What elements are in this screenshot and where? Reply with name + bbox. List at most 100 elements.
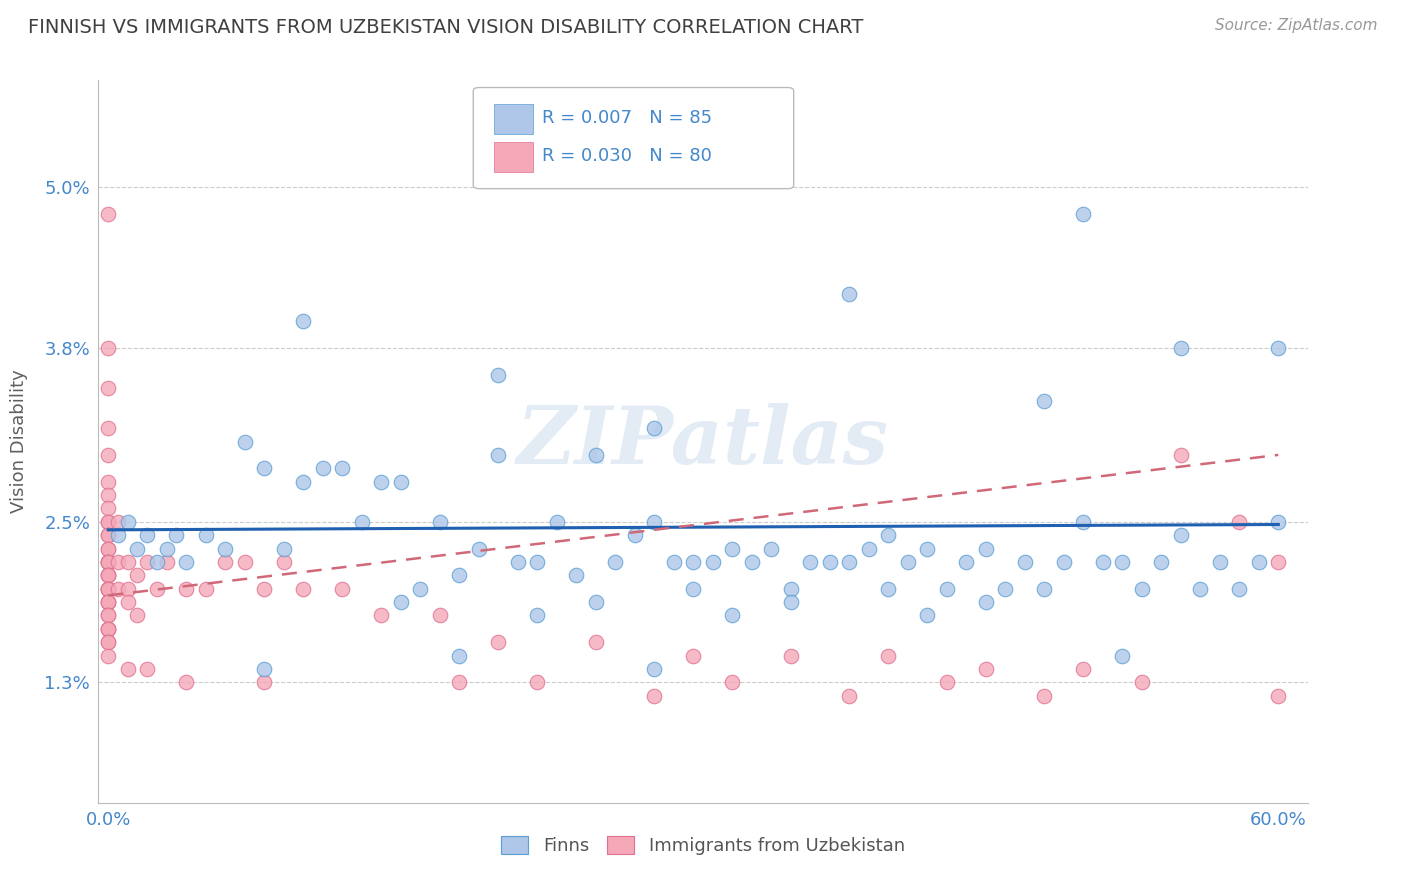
Point	[389, 595, 412, 609]
Point	[117, 595, 139, 609]
Point	[526, 555, 548, 569]
Point	[97, 528, 120, 542]
Point	[449, 675, 471, 690]
Point	[97, 555, 120, 569]
Point	[955, 555, 977, 569]
Point	[97, 448, 120, 462]
Point	[1150, 555, 1173, 569]
Point	[565, 568, 588, 582]
Point	[818, 555, 841, 569]
Point	[370, 608, 392, 623]
Point	[974, 541, 997, 556]
Point	[97, 648, 120, 663]
Point	[1170, 448, 1192, 462]
Point	[97, 635, 120, 649]
Point	[721, 608, 744, 623]
Point	[994, 582, 1017, 596]
Point	[97, 568, 120, 582]
Point	[1130, 675, 1153, 690]
Point	[292, 475, 315, 489]
Point	[605, 555, 627, 569]
Point	[526, 675, 548, 690]
Point	[389, 475, 412, 489]
Point	[1033, 582, 1056, 596]
Point	[643, 421, 665, 435]
Point	[107, 582, 129, 596]
Point	[97, 595, 120, 609]
Point	[214, 541, 236, 556]
Point	[1170, 528, 1192, 542]
Y-axis label: Vision Disability: Vision Disability	[10, 369, 28, 514]
Point	[974, 662, 997, 676]
Point	[194, 582, 217, 596]
Point	[136, 528, 159, 542]
Point	[662, 555, 685, 569]
Point	[97, 207, 120, 221]
Legend: Finns, Immigrants from Uzbekistan: Finns, Immigrants from Uzbekistan	[494, 829, 912, 863]
Point	[97, 541, 120, 556]
Point	[838, 287, 860, 301]
Point	[127, 568, 149, 582]
Point	[974, 595, 997, 609]
Point	[682, 648, 704, 663]
Point	[1111, 648, 1133, 663]
Point	[838, 689, 860, 703]
Point	[1130, 582, 1153, 596]
Point	[253, 461, 276, 475]
Point	[97, 622, 120, 636]
Point	[429, 608, 451, 623]
Point	[1053, 555, 1076, 569]
Point	[174, 675, 197, 690]
Point	[97, 582, 120, 596]
Point	[1111, 555, 1133, 569]
Point	[449, 648, 471, 663]
Point	[877, 528, 900, 542]
Point	[506, 555, 529, 569]
Point	[127, 541, 149, 556]
Point	[838, 555, 860, 569]
Point	[273, 541, 295, 556]
Bar	[494, 142, 533, 172]
Point	[97, 555, 120, 569]
Point	[156, 555, 179, 569]
Point	[449, 568, 471, 582]
Point	[97, 582, 120, 596]
Point	[1267, 689, 1289, 703]
Point	[779, 582, 801, 596]
Point	[136, 662, 159, 676]
Point	[585, 635, 607, 649]
Point	[97, 582, 120, 596]
Point	[585, 595, 607, 609]
Point	[682, 582, 704, 596]
Point	[1014, 555, 1036, 569]
Point	[721, 541, 744, 556]
Point	[174, 555, 197, 569]
Point	[1033, 394, 1056, 409]
Text: ZIPatlas: ZIPatlas	[517, 403, 889, 480]
Point	[97, 595, 120, 609]
Point	[526, 608, 548, 623]
Point	[429, 515, 451, 529]
Point	[1227, 515, 1250, 529]
Point	[97, 515, 120, 529]
Point	[1189, 582, 1212, 596]
Point	[97, 501, 120, 516]
Point	[486, 635, 509, 649]
Point	[761, 541, 783, 556]
Point	[97, 608, 120, 623]
Point	[97, 475, 120, 489]
Point	[546, 515, 568, 529]
Point	[1247, 555, 1270, 569]
Point	[174, 582, 197, 596]
Point	[330, 461, 353, 475]
Point	[214, 555, 236, 569]
Point	[97, 488, 120, 502]
Point	[97, 582, 120, 596]
Point	[467, 541, 489, 556]
FancyBboxPatch shape	[474, 87, 793, 189]
Point	[97, 622, 120, 636]
Point	[370, 475, 392, 489]
Point	[350, 515, 373, 529]
Point	[1033, 689, 1056, 703]
Text: R = 0.007   N = 85: R = 0.007 N = 85	[543, 109, 713, 127]
